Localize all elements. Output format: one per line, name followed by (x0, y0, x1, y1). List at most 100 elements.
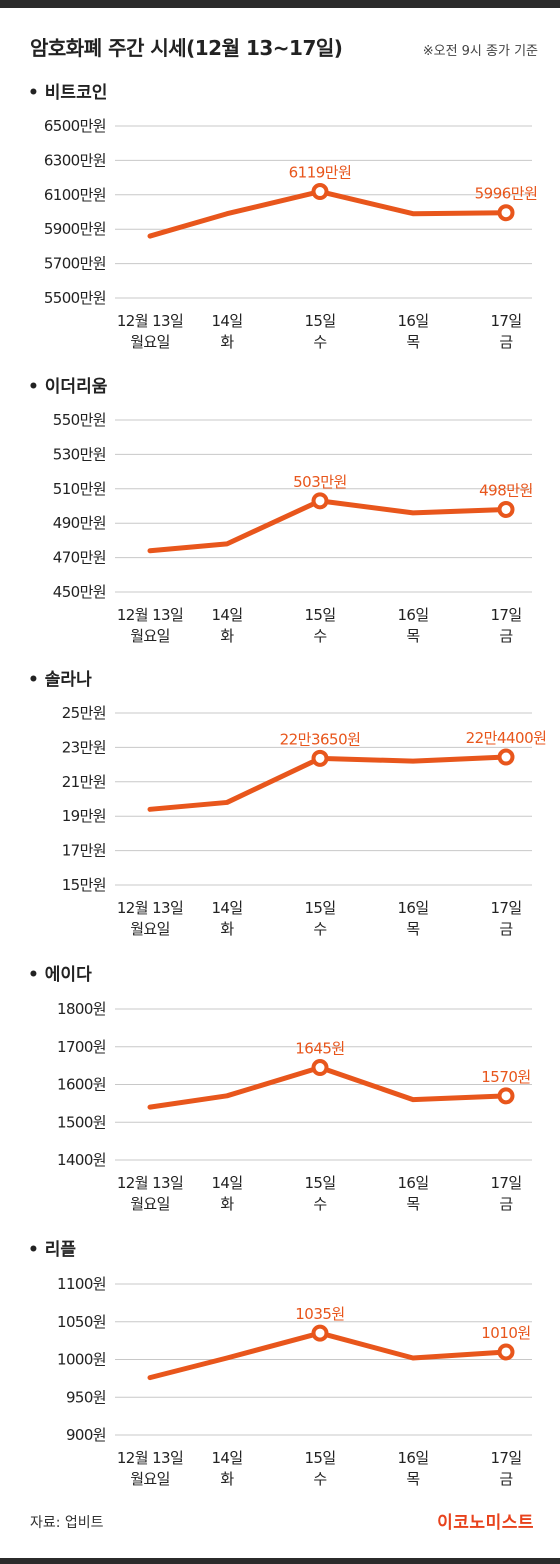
x-tick-label: 수 (313, 1195, 326, 1213)
x-tick-label: 월요일 (130, 1470, 170, 1488)
x-tick-label: 14일 (211, 899, 242, 917)
data-point-marker (311, 492, 329, 510)
x-tick-label: 목 (406, 627, 419, 645)
x-tick-label: 17일 (490, 606, 521, 624)
x-tick-label: 12월 13일 (117, 899, 183, 917)
y-tick-label: 1800원 (57, 1000, 106, 1018)
data-label: 1035원 (295, 1305, 344, 1323)
x-tick-label: 14일 (211, 1174, 242, 1192)
x-tick-label: 금 (499, 1195, 513, 1213)
series-line (147, 498, 509, 554)
y-tick-label: 1050원 (57, 1313, 106, 1331)
x-tick-label: 금 (499, 333, 513, 351)
data-label: 503만원 (293, 473, 347, 491)
x-tick-label: 금 (499, 1470, 513, 1488)
y-tick-label: 900원 (66, 1426, 106, 1444)
y-tick-label: 6100만원 (44, 186, 106, 204)
x-tick-label: 16일 (397, 899, 428, 917)
x-tick-label: 14일 (211, 606, 242, 624)
x-tick-label: 목 (406, 1195, 419, 1213)
x-tick-label: 17일 (490, 899, 521, 917)
y-tick-label: 450만원 (53, 583, 106, 601)
x-tick-label: 12월 13일 (117, 606, 183, 624)
data-label: 6119만원 (289, 164, 352, 182)
chart-0: • 비트코인 6500만원 6300만원 6100만원 5900만원 5700만원 5500… (28, 83, 538, 351)
series-line (147, 1330, 509, 1381)
data-label: 1570원 (481, 1068, 530, 1086)
y-tick-label: 23만원 (62, 738, 106, 756)
data-point-marker (311, 1324, 329, 1342)
x-tick-label: 14일 (211, 312, 242, 330)
y-tick-label: 21만원 (62, 773, 106, 791)
x-tick-label: 12월 13일 (117, 1449, 183, 1467)
y-tick-label: 530만원 (53, 445, 106, 463)
x-tick-label: 금 (499, 920, 513, 938)
chart-title: • 비트코인 (28, 83, 107, 103)
y-tick-label: 25만원 (62, 704, 106, 722)
x-tick-label: 15일 (304, 1449, 335, 1467)
data-point-marker (497, 1343, 515, 1361)
x-tick-label: 화 (220, 627, 234, 645)
basis-note: ※오전 9시 종가 기준 (422, 44, 538, 59)
y-tick-label: 490만원 (53, 514, 106, 532)
data-point-marker (311, 749, 329, 767)
x-tick-label: 17일 (490, 1174, 521, 1192)
brand-logo: 이코노미스트 (437, 1513, 534, 1533)
y-tick-label: 6300만원 (44, 151, 106, 169)
x-tick-label: 월요일 (130, 627, 170, 645)
y-tick-label: 1500원 (57, 1113, 106, 1131)
chart-title: • 솔라나 (28, 670, 92, 690)
y-tick-label: 5900만원 (44, 220, 106, 238)
x-tick-label: 16일 (397, 1449, 428, 1467)
data-label: 1645원 (295, 1040, 344, 1058)
data-point-marker (311, 183, 329, 201)
x-tick-label: 16일 (397, 1174, 428, 1192)
x-tick-label: 금 (499, 627, 513, 645)
y-tick-label: 1600원 (57, 1076, 106, 1094)
y-tick-label: 5500만원 (44, 289, 106, 307)
x-tick-label: 12월 13일 (117, 312, 183, 330)
y-tick-label: 6500만원 (44, 117, 106, 135)
x-tick-label: 화 (220, 1195, 234, 1213)
x-tick-label: 수 (313, 333, 326, 351)
series-line (147, 754, 509, 812)
x-tick-label: 15일 (304, 606, 335, 624)
data-label: 22만4400원 (466, 729, 547, 747)
y-tick-label: 470만원 (53, 549, 106, 567)
x-tick-label: 수 (313, 1470, 326, 1488)
chart-title: • 리플 (28, 1240, 76, 1260)
x-tick-label: 수 (313, 920, 326, 938)
x-tick-label: 목 (406, 1470, 419, 1488)
x-tick-label: 15일 (304, 312, 335, 330)
data-point-marker (497, 500, 515, 518)
data-point-marker (311, 1059, 329, 1077)
x-tick-label: 월요일 (130, 333, 170, 351)
data-label: 22만3650원 (280, 730, 361, 748)
data-label: 498만원 (479, 481, 533, 499)
x-tick-label: 화 (220, 920, 234, 938)
data-point-marker (497, 748, 515, 766)
x-tick-label: 16일 (397, 606, 428, 624)
x-tick-label: 목 (406, 333, 419, 351)
x-tick-label: 목 (406, 920, 419, 938)
data-label: 5996만원 (475, 185, 538, 203)
y-tick-label: 950원 (66, 1388, 106, 1406)
y-tick-label: 5700만원 (44, 255, 106, 273)
x-tick-label: 17일 (490, 312, 521, 330)
top-bar (0, 0, 560, 8)
series-line (147, 1065, 509, 1110)
y-tick-label: 1400원 (57, 1151, 106, 1169)
y-tick-label: 15만원 (62, 876, 106, 894)
chart-title: • 이더리움 (28, 377, 108, 397)
data-label: 1010원 (481, 1324, 530, 1342)
x-tick-label: 15일 (304, 899, 335, 917)
data-point-marker (497, 1087, 515, 1105)
y-tick-label: 1700원 (57, 1038, 106, 1056)
page-title: 암호화폐 주간 시세(12월 13~17일) (30, 36, 343, 60)
x-tick-label: 14일 (211, 1449, 242, 1467)
chart-title: • 에이다 (28, 965, 92, 985)
y-tick-label: 1000원 (57, 1351, 106, 1369)
x-tick-label: 수 (313, 627, 326, 645)
